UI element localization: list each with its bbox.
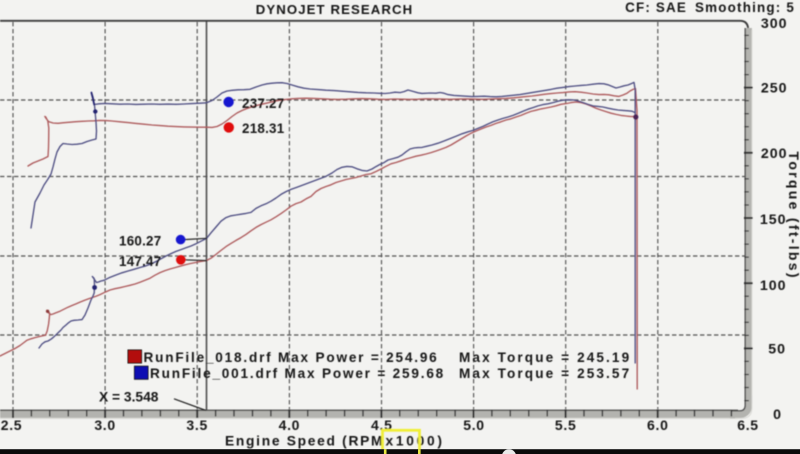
svg-text:2.5: 2.5	[1, 417, 23, 433]
svg-text:0: 0	[773, 407, 782, 423]
svg-text:RunFile_018.drf Max Power = 25: RunFile_018.drf Max Power = 254.96	[144, 350, 439, 365]
svg-text:6.0: 6.0	[647, 417, 669, 433]
svg-text:Max Torque = 253.57: Max Torque = 253.57	[459, 366, 631, 381]
svg-text:150: 150	[760, 212, 787, 228]
svg-text:160.27: 160.27	[119, 234, 161, 249]
svg-text:300: 300	[761, 16, 788, 32]
svg-text:Torque (ft-lbs): Torque (ft-lbs)	[786, 152, 800, 280]
svg-text:218.31: 218.31	[242, 121, 285, 136]
svg-text:100: 100	[760, 278, 787, 294]
svg-text:250: 250	[761, 80, 788, 96]
svg-text:4.5: 4.5	[371, 417, 393, 433]
svg-text:5.5: 5.5	[555, 417, 577, 433]
svg-text:RunFile_001.drf Max Power = 25: RunFile_001.drf Max Power = 259.68	[150, 366, 445, 381]
svg-text:237.27: 237.27	[242, 96, 284, 111]
svg-text:X = 3.548: X = 3.548	[99, 389, 159, 404]
svg-text:DYNOJET RESEARCH: DYNOJET RESEARCH	[256, 2, 414, 17]
svg-text:50: 50	[768, 341, 786, 357]
svg-text:4.0: 4.0	[279, 417, 301, 433]
svg-text:200: 200	[761, 146, 788, 162]
svg-text:Engine Speed (RPM: Engine Speed (RPM	[225, 433, 384, 448]
svg-text:147.47: 147.47	[119, 254, 161, 269]
svg-text:3.0: 3.0	[94, 417, 116, 433]
svg-text:x1000): x1000)	[386, 433, 445, 448]
svg-text:5.0: 5.0	[463, 417, 485, 433]
svg-text:6.5: 6.5	[737, 417, 759, 433]
svg-text:3.5: 3.5	[186, 417, 208, 433]
svg-text:Max Torque = 245.19: Max Torque = 245.19	[459, 350, 631, 365]
